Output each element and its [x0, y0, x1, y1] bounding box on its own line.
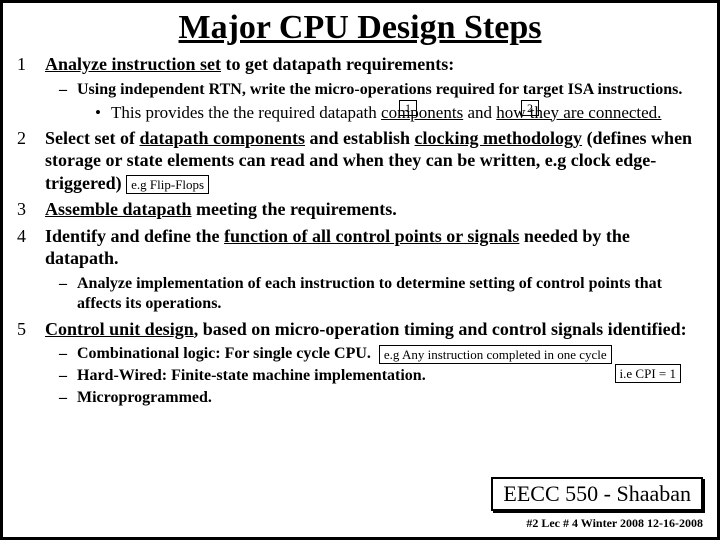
slide-title: Major CPU Design Steps [17, 9, 703, 47]
step-4-sub: Analyze implementation of each instructi… [59, 274, 703, 314]
step-5: Control unit design, based on micro-oper… [17, 318, 703, 409]
step-1-subsub: This provides the the required datapath … [95, 102, 703, 123]
step-1-sub: Using independent RTN, write the micro-o… [59, 80, 703, 123]
step-5a: Combinational logic: For single cycle CP… [59, 344, 703, 364]
flipflop-note: e.g Flip-Flops [126, 175, 209, 194]
step-1: Analyze instruction set to get datapath … [17, 53, 703, 123]
step-3: Assemble datapath meeting the requiremen… [17, 198, 703, 221]
step-2: Select set of datapath components and es… [17, 127, 703, 195]
step-5b: Hard-Wired: Finite-state machine impleme… [59, 366, 703, 386]
main-list: Analyze instruction set to get datapath … [17, 53, 703, 408]
slide-frame: Major CPU Design Steps Analyze instructi… [0, 0, 720, 540]
step-5c: Microprogrammed. [59, 388, 703, 408]
onecycle-note: e.g Any instruction completed in one cyc… [379, 345, 612, 364]
course-box: EECC 550 - Shaaban [491, 477, 703, 511]
step-4: Identify and define the function of all … [17, 225, 703, 314]
footer-meta: #2 Lec # 4 Winter 2008 12-16-2008 [526, 516, 703, 531]
